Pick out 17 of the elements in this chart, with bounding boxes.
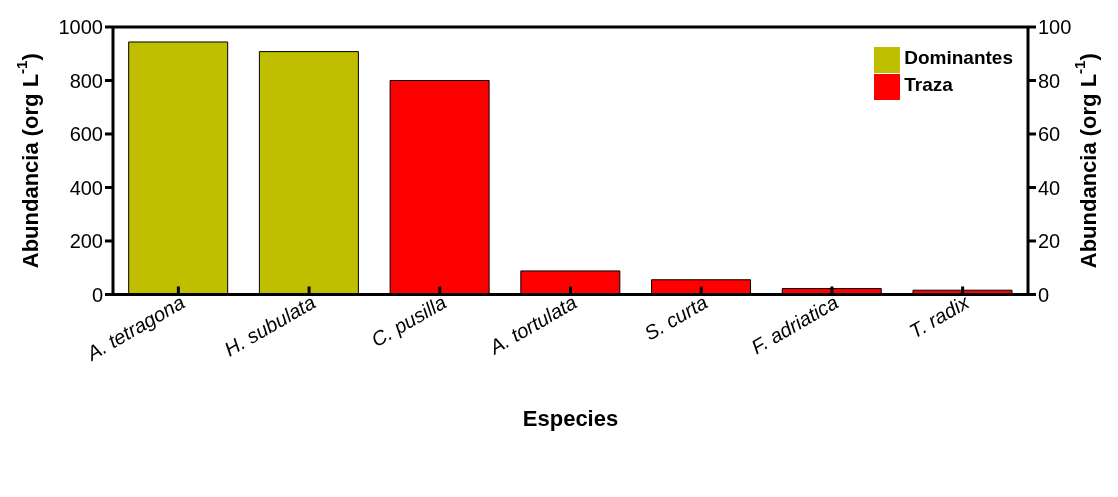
x-axis-title: Especies — [522, 406, 619, 432]
y-tick-label: 800 — [69, 69, 103, 92]
legend-label: Dominantes — [904, 47, 1013, 68]
y2-tick-label: 0 — [1038, 283, 1050, 306]
x-tick-label: T. radix — [905, 290, 974, 343]
y2-tick-label: 80 — [1038, 69, 1061, 92]
y2-tick-label: 40 — [1038, 176, 1061, 199]
y-tick-label: 0 — [91, 283, 103, 306]
y2-tick-label: 60 — [1038, 123, 1061, 146]
y2-tick-label: 100 — [1038, 16, 1072, 39]
y-tick-label: 600 — [69, 123, 103, 146]
legend-label: Traza — [904, 73, 953, 95]
x-tick-label: S. curta — [640, 290, 712, 345]
y2-tick-label: 20 — [1038, 230, 1061, 253]
y-tick-label: 200 — [69, 230, 103, 253]
y-tick-label: 400 — [69, 176, 103, 199]
y-tick-label: 1000 — [58, 16, 103, 39]
